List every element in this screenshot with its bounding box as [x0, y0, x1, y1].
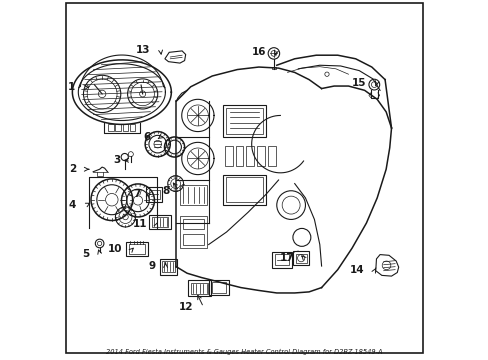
Text: 10: 10 — [108, 244, 122, 254]
Bar — [183, 219, 203, 229]
Bar — [129, 124, 135, 131]
Text: 3: 3 — [113, 155, 121, 165]
Bar — [148, 190, 159, 199]
Bar — [159, 259, 177, 275]
Text: 2014 Ford Fiesta Instruments & Gauges Heater Control Diagram for D2BZ-18549-A: 2014 Ford Fiesta Instruments & Gauges He… — [106, 349, 382, 355]
Bar — [257, 146, 264, 166]
Bar — [211, 282, 225, 293]
Bar — [295, 253, 306, 263]
Text: 16: 16 — [251, 46, 265, 57]
Text: 11: 11 — [132, 219, 147, 229]
Text: 2: 2 — [68, 164, 76, 174]
Bar — [223, 175, 265, 205]
Bar — [224, 146, 232, 166]
Bar — [188, 280, 211, 296]
Bar — [208, 280, 228, 296]
Bar — [274, 254, 289, 265]
Bar — [225, 177, 263, 202]
Bar — [129, 244, 144, 253]
Bar — [115, 124, 121, 131]
Bar — [225, 108, 263, 134]
Text: 7: 7 — [133, 189, 140, 199]
Bar — [162, 261, 174, 272]
Text: 12: 12 — [179, 302, 193, 312]
Text: 6: 6 — [143, 132, 150, 142]
Text: 17: 17 — [279, 253, 293, 263]
Text: 5: 5 — [82, 248, 89, 258]
Text: 13: 13 — [136, 45, 150, 55]
Bar — [180, 216, 206, 248]
Bar — [235, 146, 243, 166]
Text: 4: 4 — [68, 200, 76, 210]
Bar — [180, 185, 206, 205]
Text: 1: 1 — [68, 82, 75, 93]
Bar — [126, 242, 147, 256]
Bar — [267, 146, 275, 166]
Bar — [108, 124, 114, 131]
Bar — [183, 234, 203, 244]
Text: 9: 9 — [148, 261, 155, 271]
Text: 8: 8 — [162, 186, 169, 196]
Bar — [246, 146, 254, 166]
Bar — [152, 217, 168, 226]
Text: 15: 15 — [351, 78, 366, 88]
Bar — [191, 283, 208, 294]
Bar — [271, 252, 292, 267]
Bar — [223, 105, 265, 137]
Bar — [293, 251, 308, 265]
Text: 14: 14 — [349, 265, 364, 275]
Bar — [149, 215, 171, 229]
Bar — [122, 124, 128, 131]
Bar — [146, 187, 162, 202]
Bar — [271, 67, 276, 69]
